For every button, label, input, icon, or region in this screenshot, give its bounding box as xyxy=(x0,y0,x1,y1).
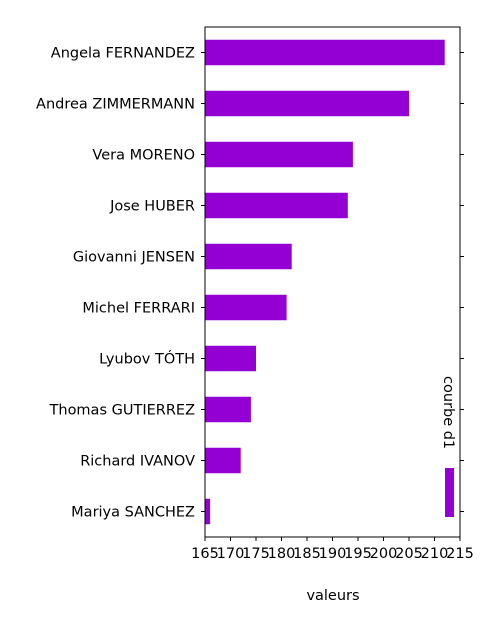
x-tick-label: 175 xyxy=(242,546,270,562)
plot-frame xyxy=(204,26,461,538)
category-label: Richard IVANOV xyxy=(80,454,195,470)
category-label: Angela FERNANDEZ xyxy=(51,46,195,62)
x-tick-label: 185 xyxy=(293,546,321,562)
category-label: Mariya SANCHEZ xyxy=(71,505,195,521)
x-tick-label: 215 xyxy=(446,546,474,562)
category-label: Giovanni JENSEN xyxy=(73,250,195,266)
category-label: Thomas GUTIERREZ xyxy=(49,403,196,419)
bar-andrea-zimmermann xyxy=(205,90,409,117)
x-tick-label: 180 xyxy=(268,546,296,562)
bar-vera-moreno xyxy=(205,141,353,168)
y-tick-marks xyxy=(201,52,464,512)
category-label: Vera MORENO xyxy=(92,148,195,164)
x-tick-label: 165 xyxy=(191,546,219,562)
x-axis-title: valeurs xyxy=(306,588,359,604)
bar-richard-ivanov xyxy=(205,447,241,474)
legend-swatch xyxy=(445,468,454,517)
bar-angela-fernandez xyxy=(205,39,445,66)
legend: courbe d1 xyxy=(440,376,456,517)
x-tick-label: 190 xyxy=(319,546,347,562)
legend-label: courbe d1 xyxy=(440,376,456,449)
x-tick-label: 200 xyxy=(370,546,398,562)
category-label: Michel FERRARI xyxy=(82,301,195,317)
category-label: Jose HUBER xyxy=(109,199,195,215)
category-label: Andrea ZIMMERMANN xyxy=(36,97,195,113)
x-tick-label: 195 xyxy=(344,546,372,562)
bar-giovanni-jensen xyxy=(205,243,292,270)
bar-jose-huber xyxy=(205,192,348,219)
category-labels: Angela FERNANDEZ Andrea ZIMMERMANN Vera MO… xyxy=(36,46,195,521)
bar-thomas-gutierrez xyxy=(205,396,251,423)
x-tick-label: 205 xyxy=(395,546,423,562)
x-tick-label: 210 xyxy=(421,546,449,562)
bar-lyubov-t-th xyxy=(205,345,256,372)
category-label: Lyubov TÓTH xyxy=(99,350,195,368)
bar-mariya-sanchez xyxy=(205,498,211,525)
x-tick-marks xyxy=(204,537,461,541)
bars-group xyxy=(205,39,445,525)
bar-michel-ferrari xyxy=(205,294,287,321)
x-tick-label: 170 xyxy=(217,546,245,562)
